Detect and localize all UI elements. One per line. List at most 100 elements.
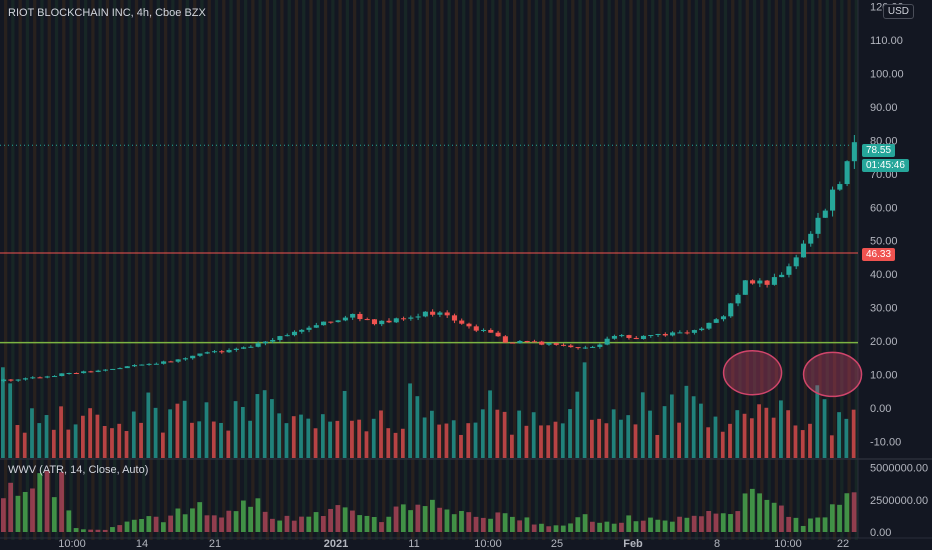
volume-bar: [270, 399, 274, 458]
candle-body: [706, 322, 712, 329]
countdown-tag: 01:45:46: [862, 159, 909, 172]
volume-bar: [648, 410, 652, 458]
price-axis-tick: 60.00: [870, 202, 898, 214]
grid-band: [643, 0, 648, 540]
grid-band: [505, 0, 509, 540]
grid-band: [723, 0, 728, 540]
wwv-bar: [190, 508, 195, 532]
candle-body: [437, 312, 443, 315]
wwv-bar: [800, 525, 806, 532]
grid-band: [374, 0, 379, 540]
grid-band: [629, 0, 633, 540]
grid-band: [47, 0, 51, 540]
wwv-bar: [459, 510, 464, 532]
grid-band: [185, 0, 190, 540]
candle-body: [764, 280, 770, 285]
candle-body: [495, 332, 501, 337]
wwv-bar: [88, 529, 94, 532]
candle-body: [575, 347, 581, 349]
volume-bar: [437, 424, 442, 458]
grid-band: [360, 0, 364, 540]
price-axis-tick: 30.00: [870, 303, 898, 315]
candle-body: [597, 344, 603, 347]
wwv-bar: [371, 517, 377, 532]
wwv-bar: [393, 506, 399, 532]
grid-band: [331, 0, 335, 540]
wwv-bar: [546, 526, 552, 532]
grid-band: [680, 0, 684, 540]
wwv-bar: [779, 505, 784, 532]
candle-body: [546, 343, 552, 345]
volume-bar: [808, 423, 812, 458]
price-axis-tick: 100.00: [870, 69, 904, 81]
volume-bar: [37, 423, 42, 458]
wwv-bar: [648, 517, 653, 532]
candle-body: [670, 332, 676, 336]
candle-body: [197, 353, 203, 356]
time-axis-tick: 21: [209, 538, 221, 550]
candle-body: [750, 280, 756, 284]
candle-body: [168, 361, 174, 363]
wwv-bar: [335, 505, 341, 532]
wwv-bar: [757, 493, 762, 532]
volume-bar: [51, 429, 56, 458]
wwv-axis-tick: 0.00: [870, 527, 891, 539]
grid-band: [854, 0, 858, 540]
price-axis-tick: -10.00: [870, 436, 901, 448]
volume-bar: [182, 400, 187, 458]
volume-bar: [619, 419, 623, 458]
wwv-bar: [553, 525, 559, 532]
candle-body: [393, 318, 399, 323]
wwv-bar: [684, 517, 690, 532]
wwv-bar: [240, 500, 246, 532]
wwv-bar: [720, 513, 726, 532]
candle-body: [357, 313, 363, 320]
wwv-bar: [110, 527, 115, 532]
grid-band: [171, 0, 175, 540]
wwv-bar: [662, 520, 668, 532]
volume-bar: [713, 416, 718, 458]
candle-body: [728, 303, 734, 317]
grid-band: [491, 0, 495, 540]
candle-body: [277, 336, 283, 340]
wwv-bar: [713, 513, 719, 532]
volume-bar: [1, 367, 5, 458]
candle-body: [815, 217, 821, 234]
volume-bar: [211, 421, 216, 458]
wwv-bar: [270, 518, 275, 532]
volume-bar: [742, 413, 747, 458]
grid-band: [18, 0, 22, 540]
grid-band: [91, 0, 95, 540]
grid-band: [672, 0, 677, 540]
hline-price-tag: 46.33: [862, 248, 896, 261]
wwv-bar: [30, 488, 35, 532]
candle-body: [830, 189, 836, 211]
currency-badge[interactable]: USD: [882, 4, 914, 19]
volume-bar: [190, 422, 194, 458]
grid-band: [418, 0, 422, 540]
wwv-bar: [771, 502, 777, 532]
candle-body: [146, 363, 152, 365]
volume-bar: [466, 423, 471, 458]
wwv-bar: [764, 499, 770, 532]
candle-body: [211, 351, 218, 353]
volume-bar: [677, 422, 681, 458]
volume-bar: [240, 406, 245, 458]
volume-bar: [669, 394, 674, 458]
grid-band: [345, 0, 350, 540]
volume-bar: [539, 425, 543, 458]
wwv-bar: [488, 518, 493, 532]
wwv-bar: [473, 516, 479, 532]
wwv-bar: [168, 515, 174, 532]
grid-band: [163, 0, 168, 540]
wwv-bar: [211, 515, 217, 532]
price-axis-tick: 110.00: [870, 35, 903, 47]
volume-bar: [495, 409, 500, 458]
volume-bar: [328, 421, 332, 458]
indicator-title[interactable]: WWV (ATR, 14, Close, Auto): [8, 464, 149, 476]
grid-band: [258, 0, 262, 540]
volume-bar: [168, 409, 173, 458]
candle-body: [95, 370, 101, 372]
